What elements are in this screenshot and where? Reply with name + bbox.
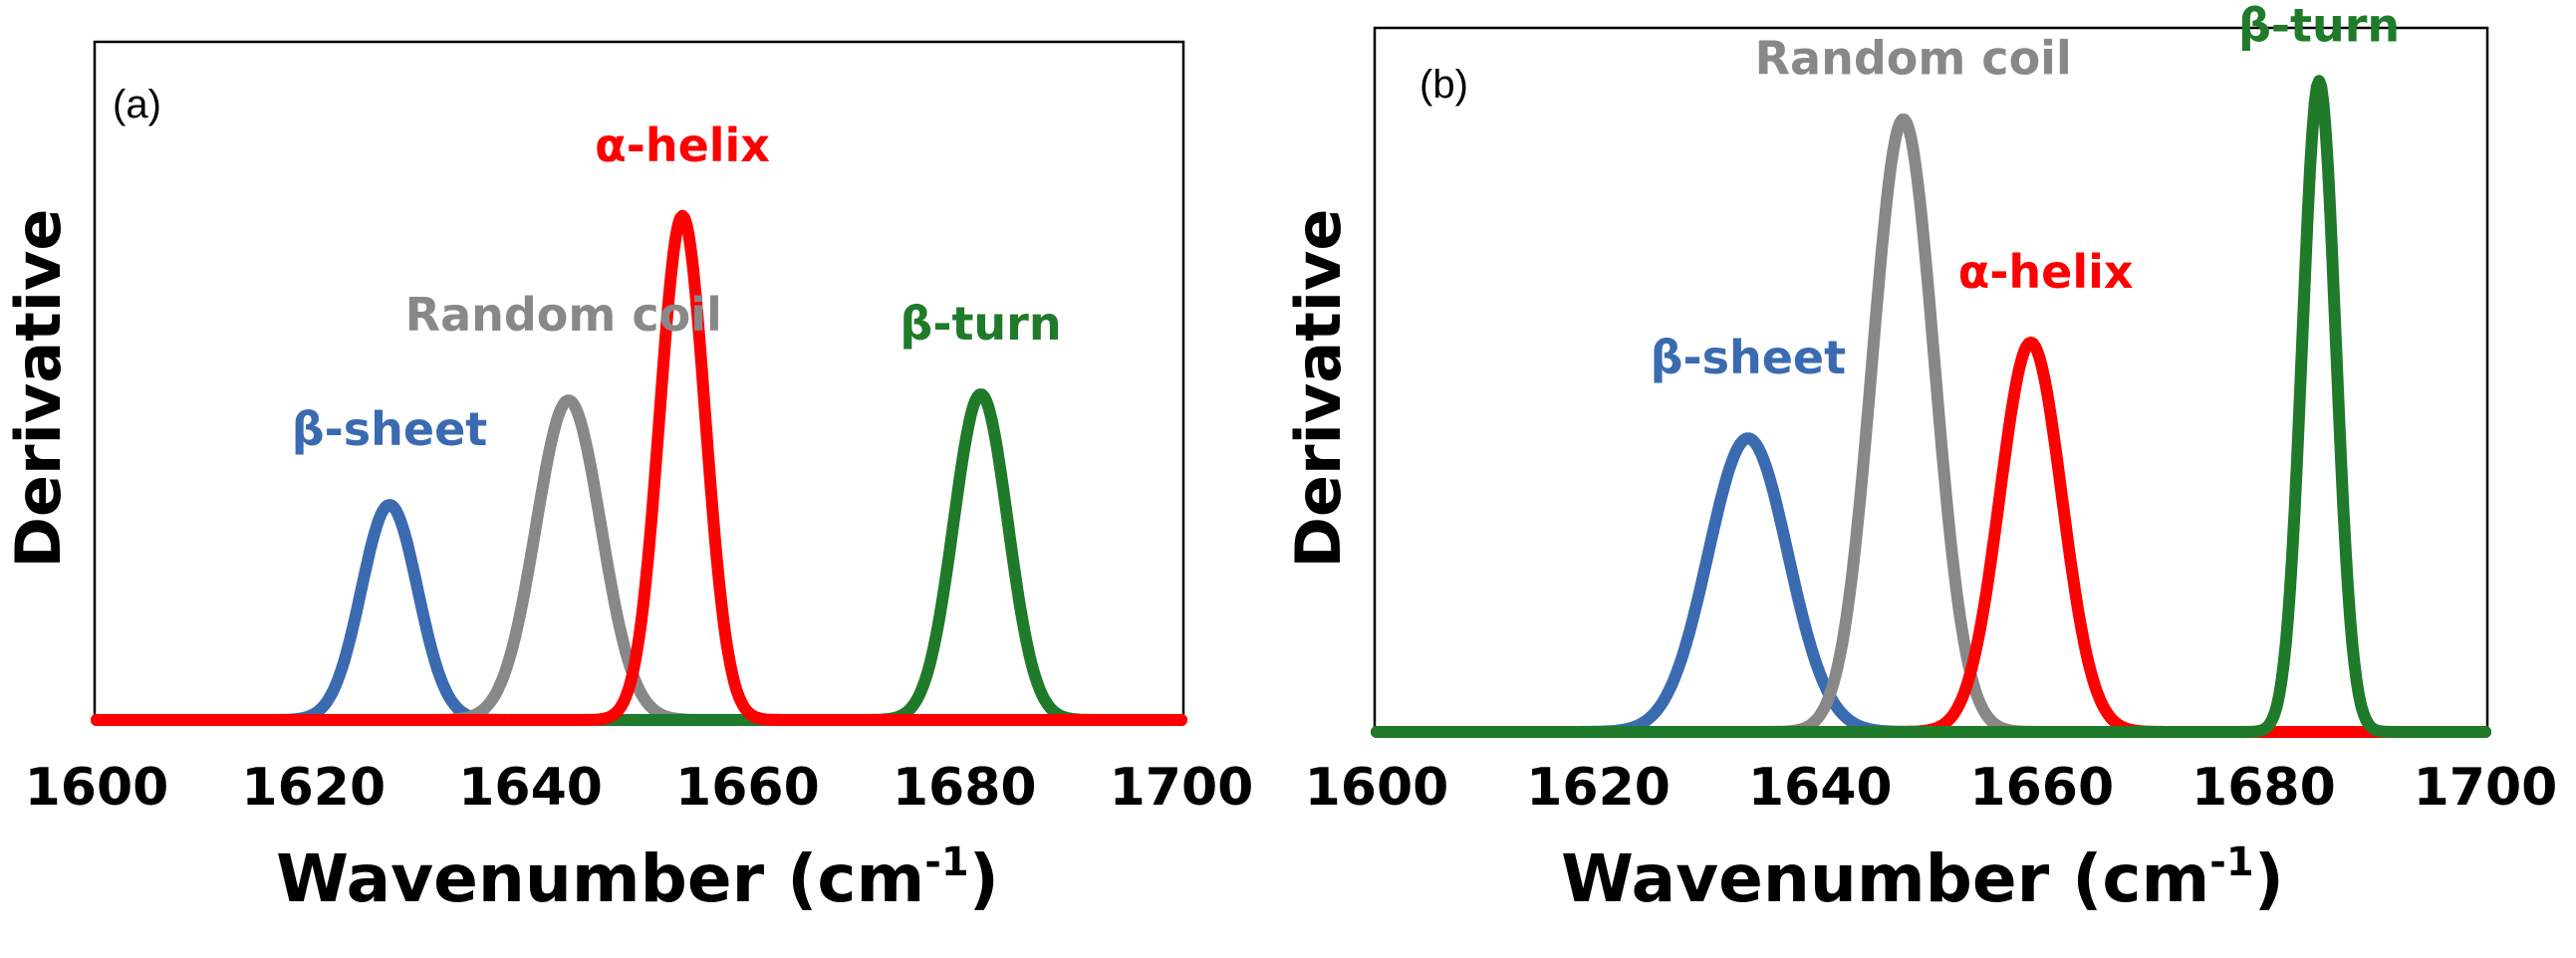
panel-a-curve-alpha-helix	[91, 209, 1187, 726]
panel-b-x-axis-title: Wavenumber (cm-1)	[1561, 839, 2284, 917]
panel-a-y-axis-title: Derivative	[2, 209, 75, 569]
panel-b-peak-labels: β-sheet Random coil α-helix β-turn	[1651, 0, 2401, 384]
panel-b-label-beta-turn: β-turn	[2238, 0, 2400, 52]
panel-b-x-tick-1620: 1620	[1526, 758, 1671, 818]
panel-b-curve-beta-turn	[1371, 75, 2491, 738]
panel-b-x-axis-title-main: Wavenumber (cm	[1561, 840, 2209, 917]
panel-a-label-alpha-helix: α-helix	[595, 119, 770, 172]
panel-a: (a) Derivative 1600 1620 1640 1660 1680 1700 …	[2, 40, 1254, 917]
panel-a-label-beta-turn: β-turn	[900, 297, 1061, 351]
panel-a-x-tick-1640: 1640	[458, 758, 603, 818]
panel-a-label: (a)	[113, 83, 161, 126]
panel-a-x-axis-title-superscript: -1	[924, 839, 968, 885]
panel-a-x-tick-labels: 1600 1620 1640 1660 1680 1700	[25, 758, 1254, 818]
panel-a-curves	[91, 209, 1187, 726]
panel-a-x-tick-1700: 1700	[1110, 758, 1254, 818]
panel-b-label-alpha-helix: α-helix	[1958, 245, 2134, 299]
panel-b-x-tick-1680: 1680	[2191, 758, 2336, 818]
panel-a-x-tick-1600: 1600	[25, 758, 169, 818]
panel-a-label-beta-sheet: β-sheet	[292, 402, 488, 456]
panel-a-x-axis-title: Wavenumber (cm-1)	[276, 839, 999, 917]
panel-a-peak-labels: β-sheet Random coil β-turn α-helix	[292, 119, 1062, 456]
panel-b-label-random-coil: Random coil	[1755, 32, 2072, 86]
panel-a-label-random-coil: Random coil	[405, 288, 722, 342]
panel-b-label-beta-sheet: β-sheet	[1651, 331, 1847, 384]
panel-b-x-tick-1640: 1640	[1748, 758, 1893, 818]
panel-a-x-axis-title-main: Wavenumber (cm	[276, 840, 924, 917]
panel-b-label: (b)	[1419, 63, 1468, 107]
panel-b-y-axis-title: Derivative	[1282, 209, 1355, 569]
panel-b-curves	[1371, 75, 2491, 738]
panel-b: (b) Derivative 1600 1620 1640 1660 1680 1700 …	[1282, 0, 2557, 917]
panel-b-x-axis-title-close: )	[2254, 840, 2284, 917]
panel-b-curve-alpha-helix	[1371, 337, 2491, 738]
panel-b-x-axis-title-superscript: -1	[2209, 839, 2253, 885]
panel-b-x-tick-1700: 1700	[2414, 758, 2558, 818]
panel-b-x-tick-1660: 1660	[1969, 758, 2114, 818]
panel-b-x-tick-1600: 1600	[1305, 758, 1449, 818]
panel-b-x-tick-labels: 1600 1620 1640 1660 1680 1700	[1305, 758, 2558, 818]
panel-b-curve-beta-sheet	[1371, 432, 2491, 738]
panel-b-curve-random-coil	[1371, 114, 2491, 738]
panel-a-x-tick-1660: 1660	[675, 758, 820, 818]
panel-a-x-tick-1680: 1680	[893, 758, 1037, 818]
panel-a-x-tick-1620: 1620	[241, 758, 386, 818]
panel-a-x-axis-title-close: )	[969, 840, 999, 917]
